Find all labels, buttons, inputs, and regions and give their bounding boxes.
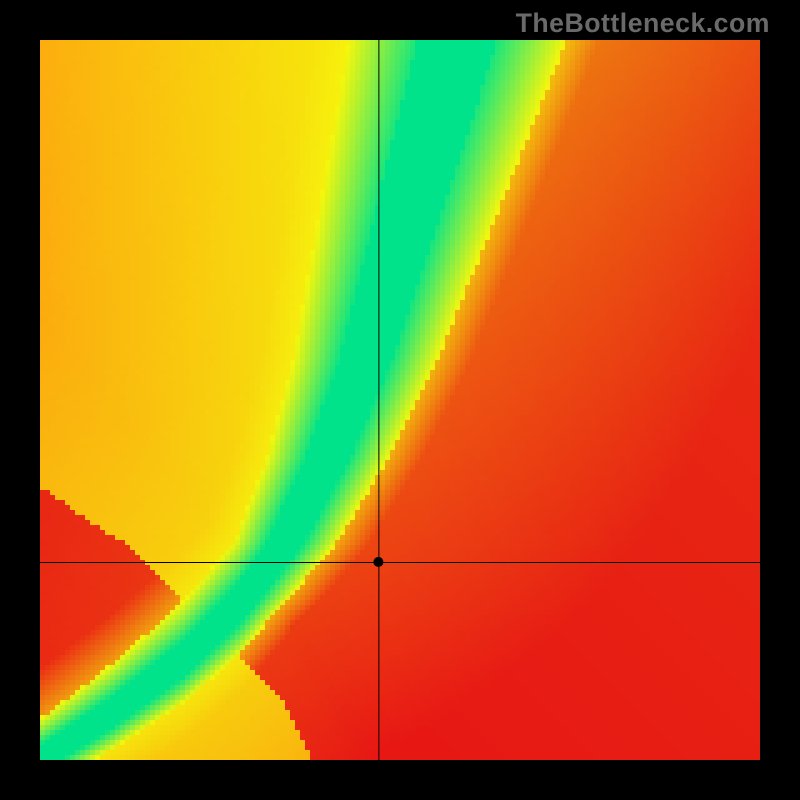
watermark-text: TheBottleneck.com bbox=[516, 8, 770, 39]
heatmap-canvas bbox=[40, 40, 760, 760]
chart-container: TheBottleneck.com bbox=[0, 0, 800, 800]
heatmap-plot bbox=[40, 40, 760, 760]
